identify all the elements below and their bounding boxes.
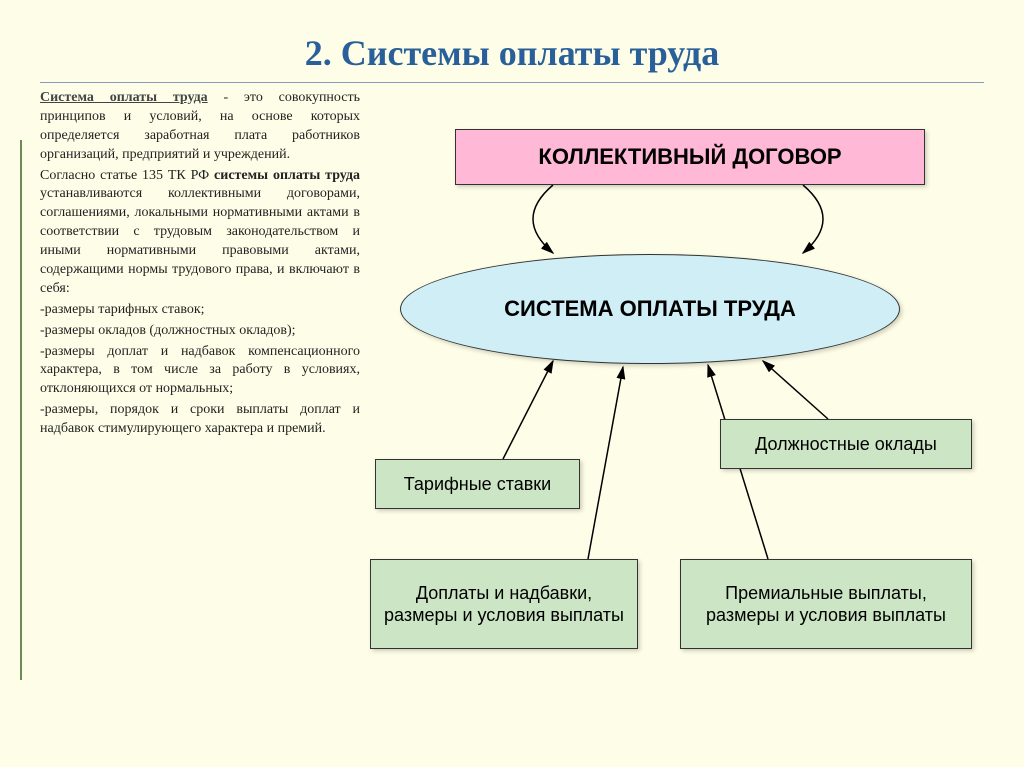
list-item-4: -размеры, порядок и сроки выплаты доплат… [40, 401, 360, 439]
node-official-salaries: Должностные оклады [720, 419, 972, 469]
page-title: 2. Системы оплаты труда [0, 0, 1024, 82]
divider-left [10, 140, 22, 680]
definition-text: Система оплаты труда - это совокупность … [40, 89, 360, 709]
node-label: Должностные оклады [755, 433, 937, 456]
p2-pre: Согласно статье 135 ТК РФ [40, 168, 214, 183]
node-tariff-rates: Тарифные ставки [375, 459, 580, 509]
node-collective-agreement: КОЛЛЕКТИВНЫЙ ДОГОВОР [455, 129, 925, 185]
node-label: Премиальные выплаты, размеры и условия в… [689, 582, 963, 627]
divider-top [40, 82, 984, 83]
list-item-3: -размеры доплат и надбавок компенсационн… [40, 343, 360, 400]
list-item-1: -размеры тарифных ставок; [40, 301, 360, 320]
node-label: Доплаты и надбавки, размеры и условия вы… [379, 582, 629, 627]
term-underline: Система оплаты труда [40, 90, 208, 105]
node-payment-system: СИСТЕМА ОПЛАТЫ ТРУДА [400, 254, 900, 364]
node-label: Тарифные ставки [404, 473, 552, 496]
list-item-2: -размеры окладов (должностных окладов); [40, 322, 360, 341]
node-label: СИСТЕМА ОПЛАТЫ ТРУДА [504, 296, 796, 322]
diagram-area: КОЛЛЕКТИВНЫЙ ДОГОВОР СИСТЕМА ОПЛАТЫ ТРУД… [370, 89, 996, 709]
p2-rest: устанавливаются коллективными договорами… [40, 186, 360, 295]
node-allowances: Доплаты и надбавки, размеры и условия вы… [370, 559, 638, 649]
node-bonuses: Премиальные выплаты, размеры и условия в… [680, 559, 972, 649]
p2-bold: системы оплаты труда [214, 168, 360, 183]
node-label: КОЛЛЕКТИВНЫЙ ДОГОВОР [538, 144, 841, 170]
